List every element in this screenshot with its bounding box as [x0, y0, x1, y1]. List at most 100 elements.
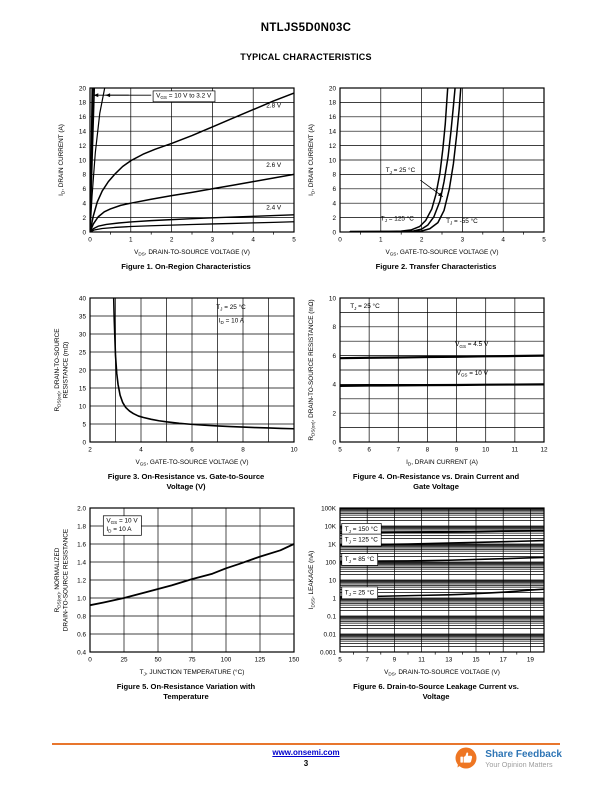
svg-text:2: 2 — [170, 237, 174, 244]
svg-text:4: 4 — [501, 237, 505, 244]
svg-text:0: 0 — [338, 237, 342, 244]
svg-text:RESISTANCE (mΩ): RESISTANCE (mΩ) — [63, 342, 70, 399]
svg-text:16: 16 — [329, 114, 337, 121]
svg-text:VDS​, DRAIN-TO-SOURCE VOLTAGE: VDS​, DRAIN-TO-SOURCE VOLTAGE (V) — [384, 669, 500, 677]
figure-3: TJ​ = 25 °C ID​ = 10 A 2 4 6 8 10 0 5 10 15 20 25 30 3… — [50, 290, 322, 491]
figure-2: TJ​ = 25 °CTJ​ = 125 °CTJ​ = -55 °C01234… — [300, 80, 572, 272]
svg-text:100: 100 — [221, 657, 232, 664]
svg-text:RDS(on)​, DRAIN-TO-SOURCE RESI: RDS(on)​, DRAIN-TO-SOURCE RESISTANCE (mΩ… — [308, 299, 316, 440]
svg-text:ID​ = 10 A: ID​ = 10 A — [106, 526, 132, 534]
svg-text:1: 1 — [332, 595, 336, 602]
svg-text:TJ​ = 25 °C: TJ​ = 25 °C — [216, 303, 246, 312]
svg-text:13: 13 — [445, 657, 453, 664]
svg-text:0.01: 0.01 — [324, 631, 337, 638]
svg-text:2: 2 — [82, 215, 86, 222]
svg-text:3: 3 — [211, 237, 215, 244]
svg-text:8: 8 — [332, 172, 336, 179]
svg-text:5: 5 — [338, 447, 342, 454]
figure-6: TJ​ = 150 °C TJ​ = 125 °C TJ​ = 85 °C TJ​ =… — [300, 500, 572, 701]
svg-text:ID​, DRAIN CURRENT (A): ID​, DRAIN CURRENT (A) — [308, 124, 316, 196]
svg-text:10: 10 — [482, 447, 490, 454]
svg-text:TJ​ = 125 °C: TJ​ = 125 °C — [345, 536, 378, 545]
svg-text:ID​, DRAIN CURRENT (A): ID​, DRAIN CURRENT (A) — [406, 459, 478, 467]
svg-text:2: 2 — [420, 237, 424, 244]
figure-4-chart: TJ​ = 25 °C VGS​ = 4.5 V VGS​ = 10 V 5 6 7 8 9 1… — [308, 295, 548, 467]
svg-text:2: 2 — [332, 215, 336, 222]
share-feedback-button[interactable]: Share Feedback Your Opinion Matters — [453, 746, 562, 772]
figure-1: VGS​ = 10 V to 3.2 V2.8 V2.6 V2.4 V01234… — [50, 80, 322, 272]
svg-text:0: 0 — [88, 657, 92, 664]
svg-text:125: 125 — [255, 657, 266, 664]
svg-text:VGS​, GATE-TO-SOURCE VOLTAGE (: VGS​, GATE-TO-SOURCE VOLTAGE (V) — [385, 249, 498, 257]
svg-text:17: 17 — [500, 657, 508, 664]
svg-text:40: 40 — [79, 295, 87, 302]
svg-text:16: 16 — [79, 114, 87, 121]
svg-text:VGS​ = 10 V: VGS​ = 10 V — [106, 517, 138, 525]
svg-text:TJ​ = 150 °C: TJ​ = 150 °C — [345, 525, 378, 534]
svg-text:11: 11 — [418, 657, 425, 664]
svg-text:1.0: 1.0 — [77, 595, 86, 602]
svg-text:TJ​ = 25 °C: TJ​ = 25 °C — [350, 302, 380, 311]
figure-6-caption: Figure 6. Drain-to-Source Leakage Curren… — [353, 682, 519, 701]
svg-text:20: 20 — [329, 85, 337, 92]
svg-text:0: 0 — [332, 229, 336, 236]
svg-text:TJ​ = 85 °C: TJ​ = 85 °C — [345, 555, 375, 564]
onsemi-website-link[interactable]: www.onsemi.com — [272, 748, 340, 757]
svg-text:5: 5 — [82, 421, 86, 428]
svg-text:8: 8 — [82, 172, 86, 179]
figure-4: TJ​ = 25 °C VGS​ = 4.5 V VGS​ = 10 V 5 6 7 8 9 1… — [300, 290, 572, 491]
svg-text:4: 4 — [139, 447, 143, 454]
svg-text:9: 9 — [393, 657, 397, 664]
svg-text:10: 10 — [329, 295, 337, 302]
svg-text:19: 19 — [527, 657, 535, 664]
svg-text:18: 18 — [79, 100, 87, 107]
svg-text:14: 14 — [329, 129, 337, 136]
svg-text:1: 1 — [129, 237, 133, 244]
svg-text:1.6: 1.6 — [77, 541, 86, 548]
svg-text:5: 5 — [292, 237, 296, 244]
svg-text:12: 12 — [79, 143, 87, 150]
svg-text:1.2: 1.2 — [77, 577, 86, 584]
svg-text:TJ​ = 125 °C: TJ​ = 125 °C — [381, 214, 414, 223]
figure-1-caption: Figure 1. On-Region Characteristics — [121, 262, 251, 271]
svg-text:1.4: 1.4 — [77, 559, 86, 566]
figure-4-caption: Figure 4. On-Resistance vs. Drain Curren… — [352, 472, 520, 491]
svg-text:25: 25 — [120, 657, 128, 664]
svg-text:35: 35 — [79, 313, 87, 320]
svg-text:8: 8 — [332, 324, 336, 331]
svg-text:10: 10 — [329, 577, 337, 584]
svg-text:10K: 10K — [325, 523, 337, 530]
svg-text:VDS​, DRAIN-TO-SOURCE VOLTAGE: VDS​, DRAIN-TO-SOURCE VOLTAGE (V) — [134, 249, 250, 257]
svg-text:18: 18 — [329, 100, 337, 107]
figure-1-chart: VGS​ = 10 V to 3.2 V2.8 V2.6 V2.4 V01234… — [58, 85, 296, 257]
figure-2-chart: TJ​ = 25 °CTJ​ = 125 °CTJ​ = -55 °C01234… — [308, 85, 546, 257]
svg-text:0.6: 0.6 — [77, 631, 86, 638]
svg-text:15: 15 — [472, 657, 480, 664]
svg-text:1.8: 1.8 — [77, 523, 86, 530]
svg-text:RDS(on)​, NORMALIZED: RDS(on)​, NORMALIZED — [54, 547, 62, 612]
svg-text:TJ​, JUNCTION TEMPERATURE (°C): TJ​, JUNCTION TEMPERATURE (°C) — [140, 668, 245, 677]
svg-text:6: 6 — [367, 447, 371, 454]
svg-text:100K: 100K — [321, 505, 337, 512]
svg-text:IDSS​, LEAKAGE (nA): IDSS​, LEAKAGE (nA) — [308, 551, 316, 609]
svg-text:3: 3 — [461, 237, 465, 244]
figure-3-caption: Figure 3. On-Resistance vs. Gate-to-Sour… — [107, 472, 265, 491]
page-number: 3 — [303, 759, 309, 768]
svg-text:5: 5 — [542, 237, 546, 244]
svg-text:20: 20 — [79, 85, 87, 92]
svg-text:4: 4 — [251, 237, 255, 244]
figure-5-chart: VGS​ = 10 VID​ = 10 A 0 25 50 75 100 125 150 0.4… — [54, 505, 300, 677]
svg-text:15: 15 — [79, 385, 87, 392]
svg-text:75: 75 — [188, 657, 196, 664]
svg-text:RDS(on)​, DRAIN-TO-SOURCE: RDS(on)​, DRAIN-TO-SOURCE — [54, 329, 62, 412]
svg-text:7: 7 — [397, 447, 401, 454]
figure-5-caption: Figure 5. On-Resistance Variation with T… — [116, 682, 256, 701]
svg-text:TJ​ = 25 °C: TJ​ = 25 °C — [345, 589, 375, 598]
svg-text:DRAIN-TO-SOURCE RESISTANCE: DRAIN-TO-SOURCE RESISTANCE — [63, 529, 70, 631]
figure-2-caption: Figure 2. Transfer Characteristics — [375, 262, 497, 271]
svg-text:VGS​ = 4.5 V: VGS​ = 4.5 V — [455, 341, 489, 349]
footer-divider — [52, 743, 560, 746]
svg-text:0: 0 — [88, 237, 92, 244]
svg-text:0: 0 — [82, 439, 86, 446]
svg-text:2.6 V: 2.6 V — [266, 162, 282, 169]
